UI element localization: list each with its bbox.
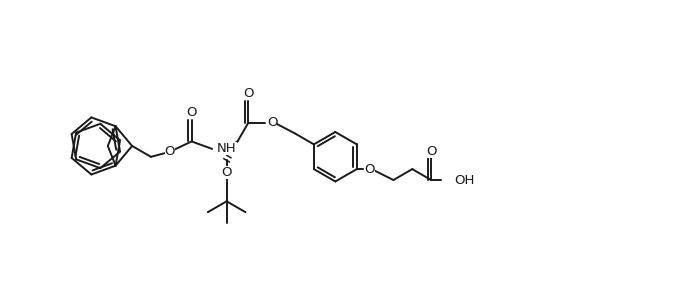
Text: O: O — [267, 116, 277, 129]
Text: OH: OH — [455, 173, 475, 186]
Text: O: O — [426, 145, 437, 158]
Text: O: O — [221, 166, 232, 179]
Text: O: O — [364, 163, 375, 176]
Text: O: O — [243, 87, 254, 100]
Text: O: O — [164, 145, 175, 158]
Text: NH: NH — [217, 142, 237, 155]
Text: O: O — [187, 106, 197, 119]
